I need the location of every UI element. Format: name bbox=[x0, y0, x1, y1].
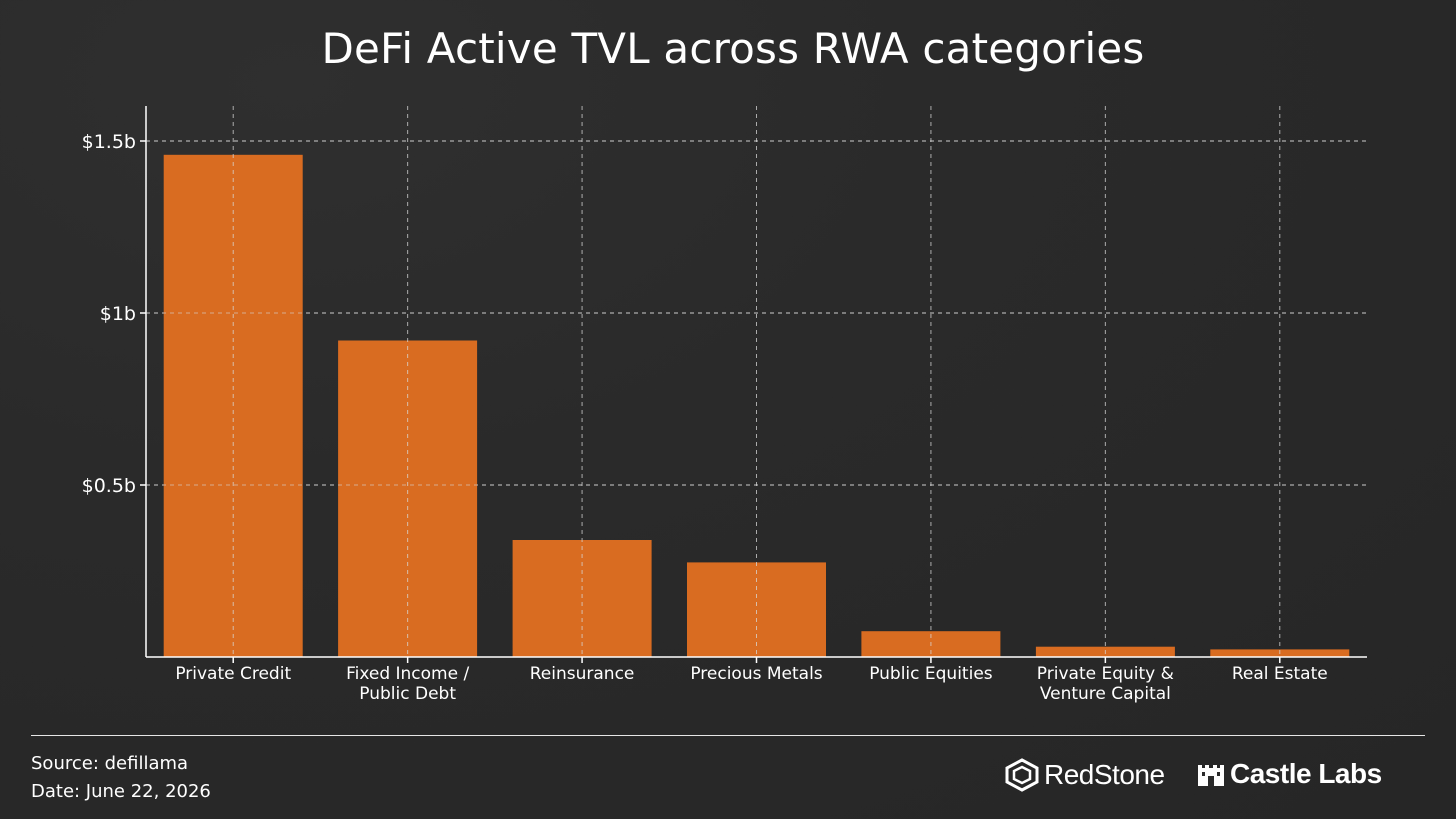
x-category-label: Private Equity & Venture Capital bbox=[1037, 664, 1174, 704]
redstone-logo-text: RedStone bbox=[1044, 759, 1165, 790]
x-category-label: Reinsurance bbox=[530, 664, 635, 684]
y-tick-label: $1b bbox=[100, 303, 136, 325]
date-note: Date: June 22, 2026 bbox=[31, 781, 211, 802]
castle-icon bbox=[1196, 761, 1226, 787]
source-note: Source: defillama bbox=[31, 753, 189, 774]
castle-labs-logo-text: Castle Labs bbox=[1230, 758, 1382, 789]
x-category-label: Precious Metals bbox=[690, 664, 822, 684]
x-axis-labels: Private Credit Fixed Income / Public Debt R… bbox=[175, 657, 1328, 704]
x-category-label: Public Equities bbox=[869, 664, 993, 684]
chart-title: DeFi Active TVL across RWA categories bbox=[321, 24, 1145, 73]
y-tick-label: $0.5b bbox=[82, 475, 136, 497]
castle-labs-logo: Castle Labs bbox=[1196, 758, 1382, 790]
x-category-label: Real Estate bbox=[1232, 664, 1328, 684]
footer-divider bbox=[31, 735, 1425, 736]
y-axis-ticks: $0.5b $1b $1.5b bbox=[82, 131, 146, 497]
bar-chart: $0.5b $1b $1.5b Private Credit Fixed Income… bbox=[82, 106, 1367, 704]
y-tick-label: $1.5b bbox=[82, 131, 136, 153]
gridlines-vertical bbox=[146, 106, 1367, 657]
redstone-hexagon-icon bbox=[1004, 758, 1040, 792]
x-category-label: Fixed Income / Public Debt bbox=[346, 664, 469, 704]
x-category-label: Private Credit bbox=[175, 664, 291, 684]
redstone-logo: RedStone bbox=[1004, 758, 1165, 792]
